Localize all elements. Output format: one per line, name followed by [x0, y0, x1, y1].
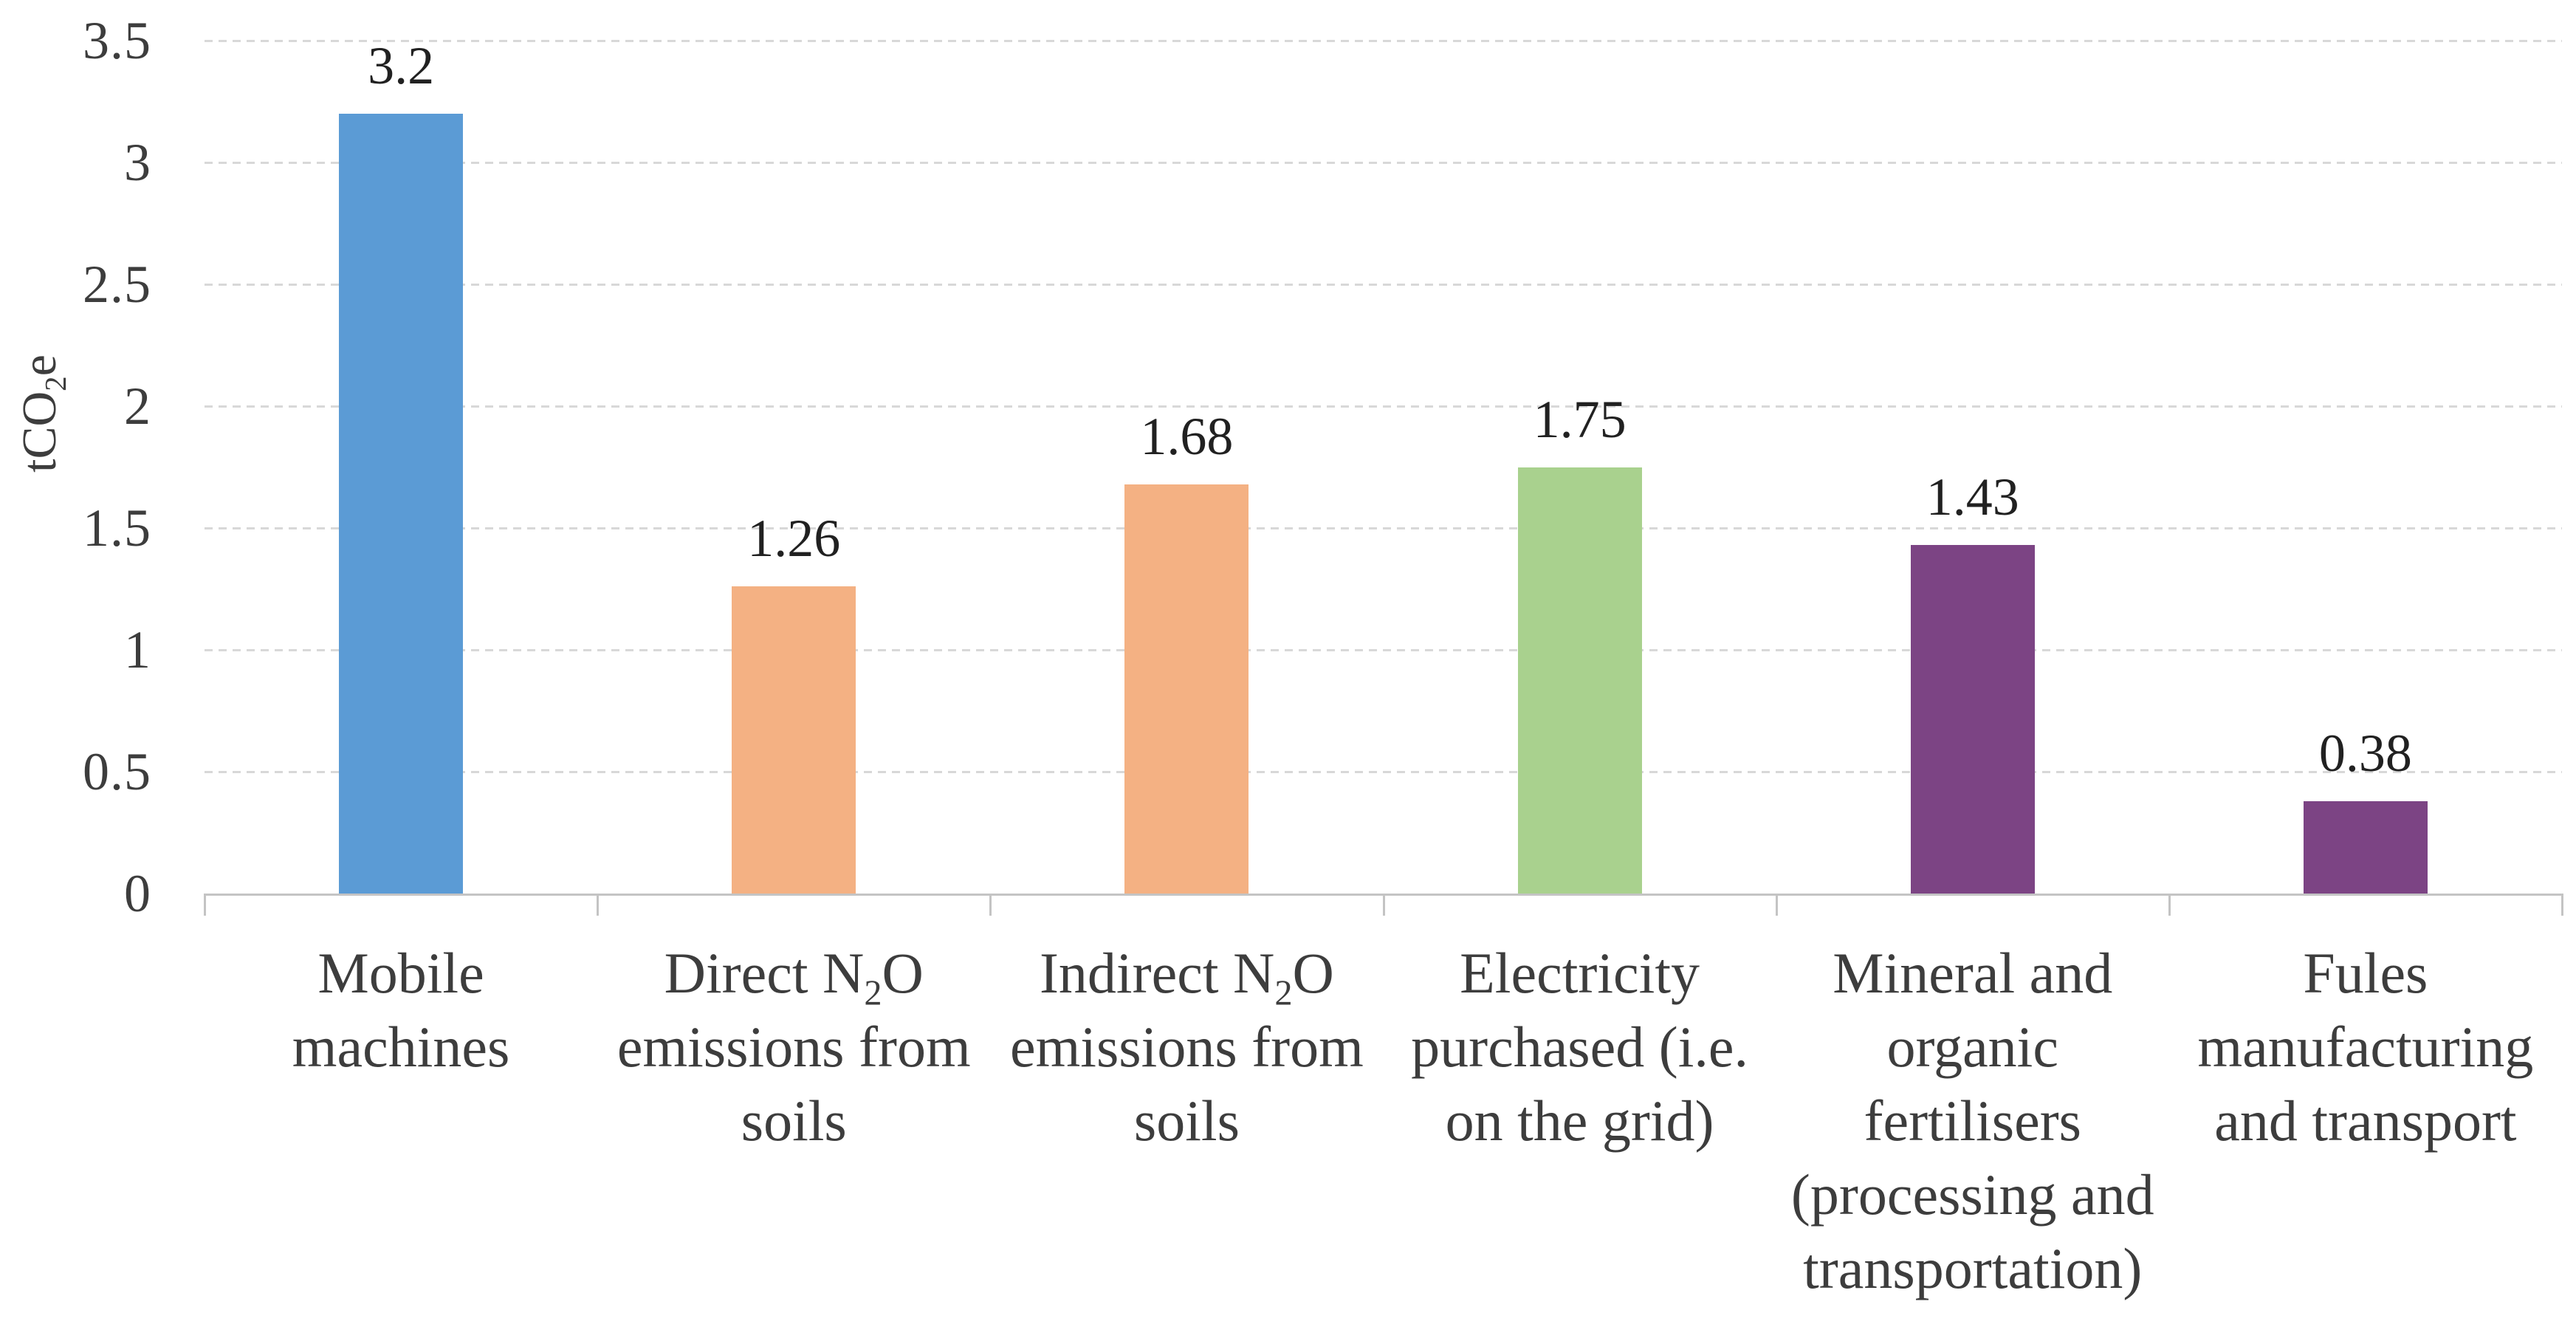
- label-text: e: [13, 354, 66, 377]
- label-text: Mineral and organic fertilisers (process…: [1790, 941, 2154, 1300]
- gridline: [205, 40, 2562, 42]
- bar: [339, 114, 464, 894]
- label-text: Indirect N: [1039, 941, 1275, 1005]
- axis-tick: [1382, 894, 1385, 916]
- bar-value-label: 1.43: [1926, 467, 2019, 527]
- bar-value-label: 1.68: [1140, 406, 1234, 466]
- gridline: [205, 527, 2562, 529]
- x-category-label: Mobile machines: [216, 936, 585, 1084]
- bar: [1910, 545, 2035, 894]
- axis-tick: [989, 894, 992, 916]
- gridline: [205, 771, 2562, 773]
- y-tick-label: 0.5: [83, 742, 151, 801]
- gridline: [205, 649, 2562, 651]
- bar: [1517, 467, 1642, 894]
- bar: [732, 586, 856, 894]
- axis-tick: [2168, 894, 2171, 916]
- gridline: [205, 162, 2562, 164]
- y-tick-label: 1.5: [83, 498, 151, 558]
- x-category-label: Electricity purchased (i.e. on the grid): [1395, 936, 1765, 1158]
- x-category-label: Indirect N2O emissions from soils: [1002, 936, 1371, 1158]
- label-text: O emissions from soils: [1009, 941, 1364, 1153]
- x-category-label: Direct N2O emissions from soils: [609, 936, 978, 1158]
- bar-value-label: 3.2: [368, 36, 435, 95]
- gridline: [205, 405, 2562, 408]
- y-tick-label: 2.5: [83, 255, 151, 314]
- axis-tick: [597, 894, 600, 916]
- y-tick-label: 3.5: [83, 11, 151, 70]
- bar: [1124, 484, 1249, 894]
- label-text: Electricity purchased (i.e. on the grid): [1411, 941, 1749, 1153]
- subscript-text: 2: [864, 973, 882, 1013]
- bar-value-label: 1.26: [747, 509, 841, 569]
- label-text: Mobile machines: [292, 941, 510, 1079]
- label-text: Fules manufacturing and transport: [2197, 941, 2534, 1153]
- y-tick-label: 2: [124, 377, 151, 436]
- axis-tick: [204, 894, 206, 916]
- label-text: Direct N: [664, 941, 865, 1005]
- subscript-text: 2: [1274, 973, 1293, 1013]
- axis-tick: [1775, 894, 1778, 916]
- axis-tick: [2561, 894, 2563, 916]
- y-tick-label: 3: [124, 133, 151, 192]
- bar: [2303, 800, 2428, 894]
- bar-value-label: 1.75: [1533, 389, 1627, 449]
- bar-value-label: 0.38: [2318, 723, 2412, 783]
- y-tick-label: 0: [124, 864, 151, 923]
- gridline: [205, 284, 2562, 286]
- label-text: O emissions from soils: [616, 941, 971, 1153]
- x-category-label: Mineral and organic fertilisers (process…: [1788, 936, 2157, 1306]
- y-tick-label: 1: [124, 620, 151, 679]
- x-category-label: Fules manufacturing and transport: [2181, 936, 2550, 1158]
